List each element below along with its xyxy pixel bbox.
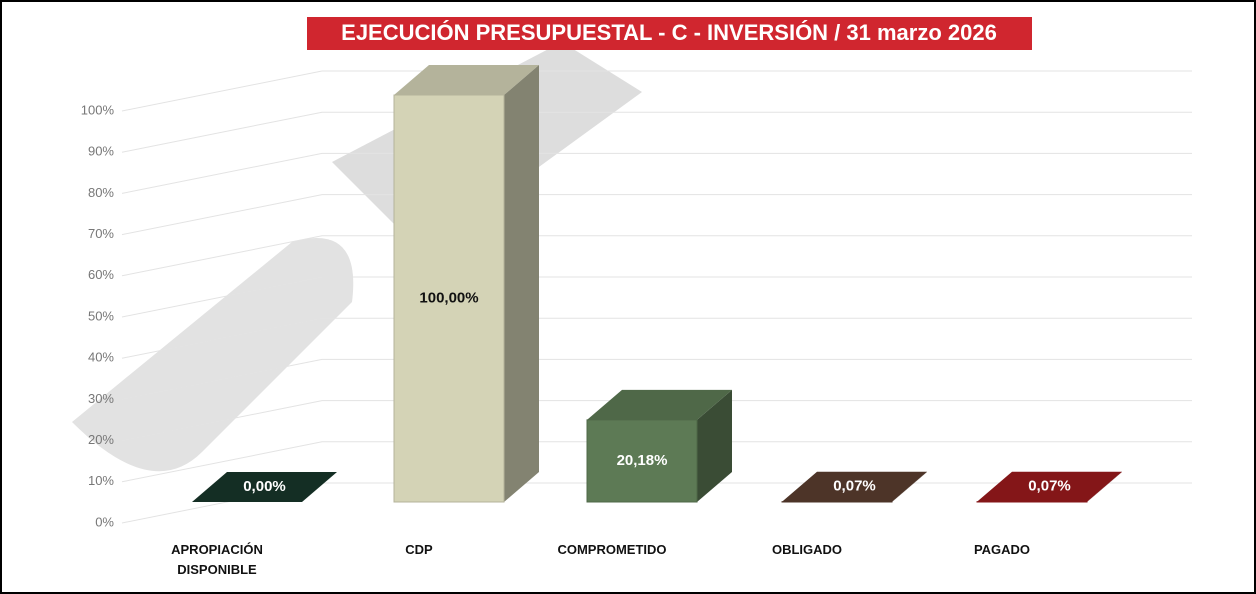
bar-top <box>977 471 1122 502</box>
chart-title: EJECUCIÓN PRESUPUESTAL - C - INVERSIÓN /… <box>341 20 997 45</box>
y-tick-label: 70% <box>88 226 114 241</box>
grid-line <box>121 111 1192 153</box>
grid-line <box>121 70 1192 112</box>
data-label: 0,00% <box>243 478 286 495</box>
data-label: 20,18% <box>617 452 668 469</box>
grid-line <box>121 317 1192 359</box>
y-tick-label: 40% <box>88 350 114 365</box>
bar-top <box>782 471 927 502</box>
grid-line <box>121 276 1192 318</box>
x-tick-label: OBLIGADO <box>771 542 843 557</box>
bar-top <box>394 65 539 95</box>
bar-side <box>1087 471 1122 502</box>
y-tick-label: 0% <box>95 514 114 529</box>
bar-side <box>892 471 927 502</box>
x-tick-label: PAGADO <box>973 542 1031 557</box>
y-tick-label: 60% <box>88 267 114 282</box>
grid-line <box>121 441 1192 483</box>
bar-side <box>697 389 732 502</box>
data-label: 0,07% <box>1028 478 1071 495</box>
watermark <box>72 238 354 472</box>
data-label: 100,00% <box>419 289 478 306</box>
grid-line <box>121 358 1192 400</box>
bar-top <box>192 472 337 502</box>
grid-line <box>121 400 1192 442</box>
y-tick-label: 80% <box>88 185 114 200</box>
y-tick-label: 90% <box>88 144 114 159</box>
grid-line <box>121 235 1192 277</box>
grid-line <box>121 152 1192 194</box>
y-tick-label: 100% <box>81 102 115 117</box>
x-tick-label: COMPROMETIDO <box>557 542 667 557</box>
y-tick-label: 20% <box>88 432 114 447</box>
data-label: 0,07% <box>833 478 876 495</box>
x-tick-label: APROPIACIÓN DISPONIBLE <box>171 542 263 577</box>
y-tick-label: 30% <box>88 391 114 406</box>
bar-side <box>504 65 539 502</box>
title-box <box>307 17 1032 50</box>
grid-line <box>121 194 1192 236</box>
bar-top <box>587 389 732 420</box>
y-tick-label: 50% <box>88 308 114 323</box>
bar <box>586 419 698 503</box>
x-tick-label: CDP <box>405 542 433 557</box>
y-tick-label: 10% <box>88 473 114 488</box>
bar <box>393 94 505 503</box>
